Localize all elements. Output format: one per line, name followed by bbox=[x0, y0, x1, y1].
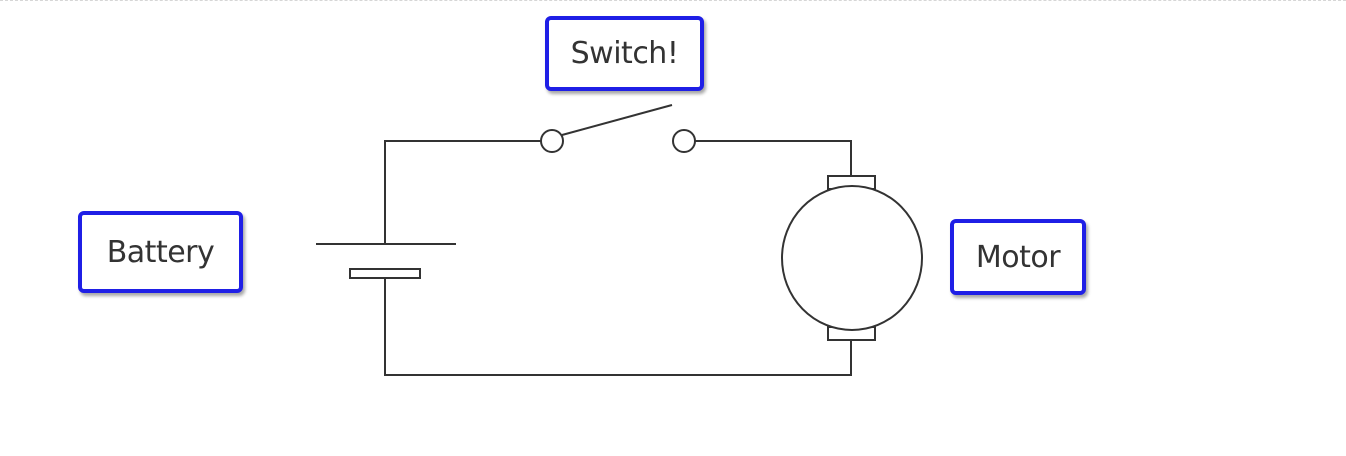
wire-right-top bbox=[695, 140, 852, 176]
wire-left-top bbox=[384, 140, 541, 244]
battery-label[interactable]: Battery bbox=[78, 211, 243, 293]
switch-label[interactable]: Switch! bbox=[545, 16, 704, 91]
switch-lever bbox=[561, 104, 673, 136]
wire-right-bottom bbox=[384, 279, 852, 376]
switch-right-contact bbox=[672, 129, 696, 153]
top-divider bbox=[0, 0, 1346, 1]
switch-left-contact bbox=[540, 129, 564, 153]
motor-body bbox=[781, 185, 923, 331]
battery-short-plate bbox=[349, 268, 421, 279]
motor-label[interactable]: Motor bbox=[950, 219, 1086, 295]
